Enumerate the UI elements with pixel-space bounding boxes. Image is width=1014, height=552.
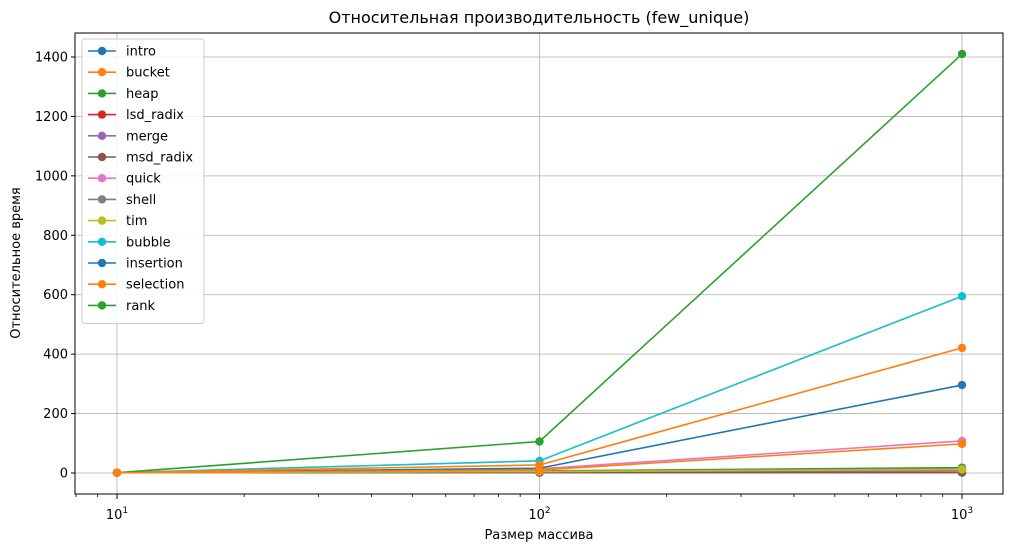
legend-marker [97,301,107,310]
y-tick-label: 1000 [35,169,68,184]
x-tick-label: 101 [106,506,128,523]
legend-item: intro [88,45,156,60]
legend-label: tim [126,214,147,229]
legend-label: rank [126,299,156,314]
legend-marker [97,46,107,56]
x-axis: 101 102 103 [75,494,973,523]
legend-marker [97,68,107,77]
x-axis-label: Размер массива [484,528,593,543]
y-tick-label: 400 [43,348,68,363]
legend-marker [97,280,107,289]
y-tick-label: 0 [60,467,68,482]
legend-marker [97,131,107,140]
y-axis: 0 200 400 600 800 1000 1200 1400 [35,51,75,482]
legend-item: heap [88,87,158,102]
legend-item: rank [88,299,156,314]
data-point-selection-overlay [535,465,544,475]
legend-label: bubble [126,235,171,250]
x-tick-label: 102 [528,506,550,523]
legend-marker [97,237,107,246]
x-tick-label: 103 [951,506,973,523]
legend-label: intro [126,45,156,60]
legend-item: shell [88,193,156,208]
grid [75,33,1003,494]
legend-label: msd_radix [126,151,193,166]
legend-item: selection [88,278,184,293]
series-selection-overlay [112,439,967,477]
y-tick-label: 1200 [35,110,68,125]
legend-marker [97,216,107,225]
legend-marker [97,89,107,98]
legend-label: heap [126,87,158,102]
legend-marker [97,174,107,183]
legend-item: quick [88,172,161,187]
legend-item: msd_radix [88,151,193,166]
legend-marker [97,110,107,119]
legend-item: bubble [88,235,171,250]
data-point-selection-overlay [957,439,967,449]
data-point-tim [957,465,967,474]
legend-marker [97,152,107,162]
legend-label: quick [126,172,161,187]
legend-label: merge [126,129,168,144]
y-tick-label: 600 [43,288,68,303]
data-point-rank [957,49,967,59]
data-point-selection-overlay [112,468,122,477]
legend-label: selection [126,278,184,293]
data-point-bubble [957,292,967,301]
y-tick-label: 200 [43,407,68,422]
y-tick-label: 1400 [35,51,68,66]
legend-marker [97,258,107,268]
legend-item: insertion [88,257,183,272]
y-axis-label: Относительное время [9,187,24,339]
legend-item: bucket [88,66,170,81]
data-point-selection [957,343,967,353]
y-tick-label: 800 [43,229,68,244]
data-point-insertion [957,380,967,390]
plot-frame [74,32,1004,495]
chart-title: Относительная производительность (few_un… [329,8,750,28]
data-point-rank [535,437,544,446]
legend-label: lsd_radix [126,108,184,123]
legend-label: insertion [126,257,183,272]
legend-item: merge [88,129,168,144]
legend-label: shell [126,193,156,208]
legend-item: lsd_radix [88,108,184,123]
legend-item: tim [88,214,147,229]
legend-marker [97,195,107,204]
legend-label: bucket [126,66,170,81]
series-layer [112,49,967,477]
legend-box [81,38,205,325]
